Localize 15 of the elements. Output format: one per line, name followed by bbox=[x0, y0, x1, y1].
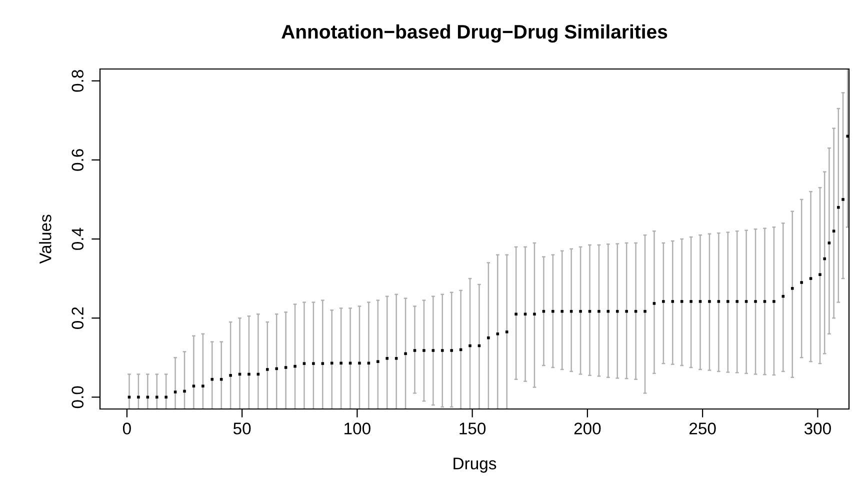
y-tick-label: 0.0 bbox=[72, 386, 84, 408]
y-axis-title: Values bbox=[39, 214, 52, 264]
chart-title: Annotation−based Drug−Drug Similarities bbox=[282, 24, 668, 43]
x-tick-label: 250 bbox=[690, 422, 716, 434]
y-tick-label: 0.4 bbox=[72, 228, 84, 250]
y-tick-label: 0.2 bbox=[72, 307, 84, 329]
x-tick-label: 150 bbox=[460, 422, 486, 434]
x-tick-label: 100 bbox=[344, 422, 370, 434]
x-tick-label: 50 bbox=[233, 422, 251, 434]
x-tick-label: 200 bbox=[574, 422, 601, 434]
y-tick-label: 0.8 bbox=[72, 70, 84, 92]
x-axis-title: Drugs bbox=[454, 458, 496, 473]
y-tick-label: 0.6 bbox=[72, 149, 84, 171]
x-tick-label: 300 bbox=[804, 422, 831, 434]
x-tick-label: 0 bbox=[122, 422, 131, 434]
